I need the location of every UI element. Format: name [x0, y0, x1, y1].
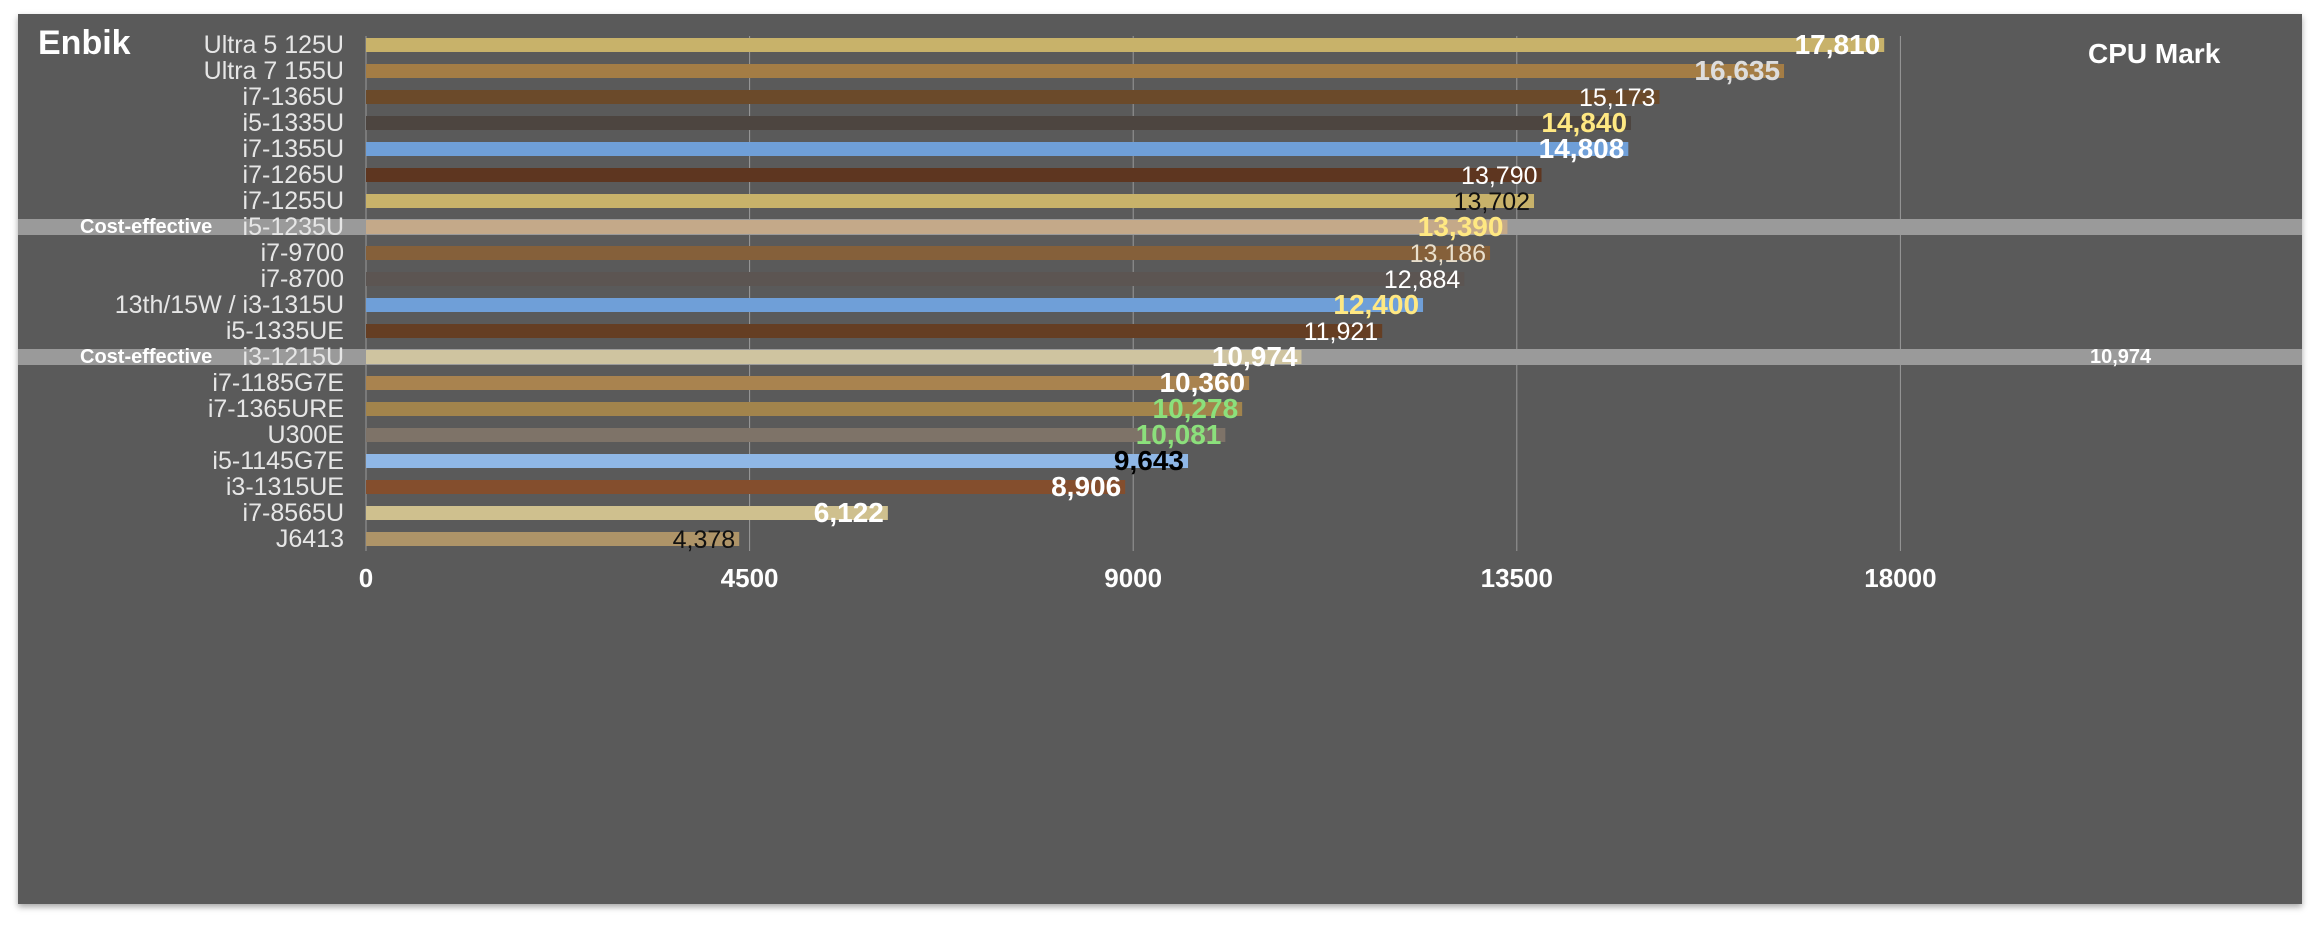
category-label: U300E [268, 421, 344, 449]
x-tick-label: 0 [359, 563, 373, 593]
data-label: 10,974 [1212, 341, 1298, 372]
cpu-mark-chart: Cost-effective Cost-effective 10,974 Ultra … [18, 29, 2302, 593]
category-label: i7-1365URE [208, 395, 344, 423]
legend-title: CPU Mark [2088, 38, 2221, 69]
bar [366, 376, 1250, 390]
data-label: 13,790 [1461, 162, 1537, 190]
category-label: i3-1315UE [226, 473, 344, 501]
brand-label: Enbik [38, 24, 131, 62]
bar [366, 480, 1126, 494]
data-label: 10,360 [1159, 367, 1245, 398]
bar [366, 64, 1785, 78]
category-label: i7-1255U [243, 187, 344, 215]
bar [366, 168, 1542, 182]
category-label: 13th/15W / i3-1315U [115, 291, 344, 319]
bar [366, 298, 1424, 312]
category-label: J6413 [276, 525, 344, 553]
data-label: 16,635 [1694, 55, 1780, 86]
data-label: 13,702 [1454, 188, 1530, 216]
x-tick-label: 18000 [1864, 563, 1936, 593]
highlight-right-value: 10,974 [2090, 346, 2152, 368]
highlight-note: Cost-effective [80, 216, 212, 238]
data-label: 12,884 [1384, 266, 1461, 294]
data-label: 14,808 [1539, 133, 1625, 164]
bar [366, 142, 1629, 156]
bar [366, 402, 1243, 416]
chart-panel: Cost-effective Cost-effective 10,974 Ultra … [18, 14, 2302, 904]
category-label: i5-1335UE [226, 317, 344, 345]
bar [366, 116, 1632, 130]
data-label: 10,278 [1153, 393, 1239, 424]
category-label: i5-1235U [243, 213, 344, 241]
bar [366, 246, 1491, 260]
category-label: i3-1215U [243, 343, 344, 371]
x-tick-label: 9000 [1104, 563, 1162, 593]
category-label: i5-1145G7E [212, 447, 344, 475]
data-label: 13,390 [1418, 211, 1504, 242]
category-label: i7-1365U [243, 83, 344, 111]
category-label: i7-1265U [243, 161, 344, 189]
category-label: Ultra 7 155U [204, 57, 344, 85]
category-label: i7-8565U [243, 499, 344, 527]
bar [366, 194, 1535, 208]
x-tick-label: 13500 [1481, 563, 1553, 593]
data-label: 15,173 [1579, 84, 1655, 112]
bar [366, 506, 888, 520]
bar [366, 428, 1226, 442]
data-label: 11,921 [1304, 318, 1379, 346]
bar [366, 350, 1302, 364]
highlight-note: Cost-effective [80, 346, 212, 368]
x-tick-label: 4500 [721, 563, 779, 593]
bar [366, 454, 1189, 468]
category-label: i7-9700 [261, 239, 344, 267]
data-label: 14,840 [1541, 107, 1627, 138]
bar [366, 272, 1465, 286]
bar [366, 532, 740, 546]
data-label: 13,186 [1410, 240, 1486, 268]
data-label: 9,643 [1114, 445, 1184, 476]
data-label: 8,906 [1051, 471, 1121, 502]
data-label: 10,081 [1136, 419, 1222, 450]
category-label: i7-8700 [261, 265, 344, 293]
category-label: i7-1355U [243, 135, 344, 163]
category-label: i5-1335U [243, 109, 344, 137]
category-label: i7-1185G7E [212, 369, 344, 397]
data-label: 6,122 [814, 497, 884, 528]
bar [366, 38, 1885, 52]
data-label: 17,810 [1795, 29, 1881, 60]
bar [366, 90, 1660, 104]
bar [366, 324, 1383, 338]
data-label: 4,378 [673, 526, 736, 554]
category-label: Ultra 5 125U [204, 31, 344, 59]
bar [366, 220, 1508, 234]
data-label: 12,400 [1333, 289, 1419, 320]
